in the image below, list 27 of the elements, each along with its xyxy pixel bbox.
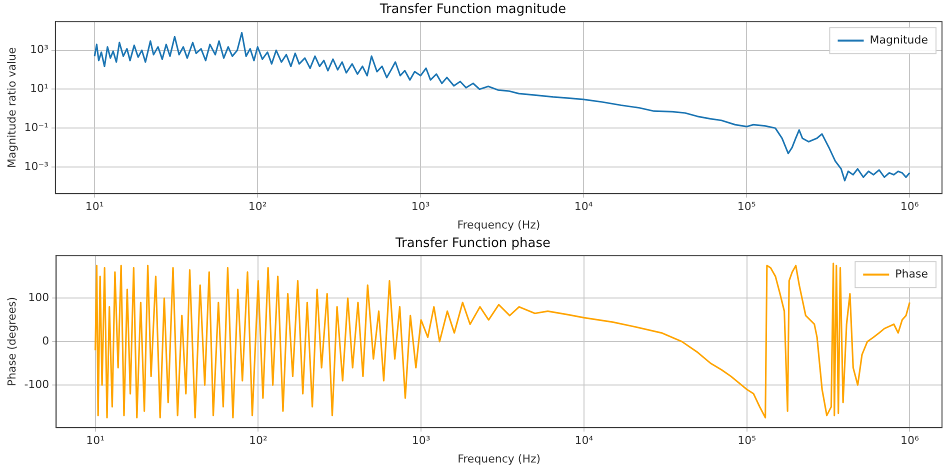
y-axis-title: Magnitude ratio value xyxy=(5,47,18,168)
x-tick-label: 10¹ xyxy=(85,200,104,214)
x-tick-label: 10⁵ xyxy=(738,434,756,448)
legend-label: Phase xyxy=(895,267,928,280)
x-axis-title: Frequency (Hz) xyxy=(458,452,541,466)
y-tick-label: 0 xyxy=(42,334,50,348)
y-tick-label: 10⁻¹ xyxy=(24,120,48,134)
x-tick-label: 10⁶ xyxy=(900,200,920,214)
y-tick-label: 100 xyxy=(28,291,50,304)
x-tick-label: 10⁴ xyxy=(574,434,594,448)
x-tick-label: 10⁵ xyxy=(737,200,756,214)
x-axis-title: Frequency (Hz) xyxy=(457,218,540,232)
x-tick-label: 10³ xyxy=(412,434,430,448)
x-tick-label: 10⁴ xyxy=(574,200,594,214)
y-tick-label: 10¹ xyxy=(30,82,48,96)
x-tick-label: 10⁶ xyxy=(900,434,920,448)
y-tick-label: -100 xyxy=(24,378,50,391)
legend-label: Magnitude xyxy=(870,33,928,46)
x-tick-label: 10¹ xyxy=(86,434,105,448)
chart-title: Transfer Function phase xyxy=(394,236,551,252)
y-tick-label: 10³ xyxy=(30,43,48,56)
y-tick-label: 10⁻³ xyxy=(24,160,48,173)
x-tick-label: 10² xyxy=(248,434,268,448)
x-tick-label: 10³ xyxy=(411,200,430,214)
chart-title: Transfer Function magnitude xyxy=(378,2,566,18)
x-tick-label: 10² xyxy=(248,200,267,214)
y-axis-title: Phase (degrees) xyxy=(5,297,18,386)
